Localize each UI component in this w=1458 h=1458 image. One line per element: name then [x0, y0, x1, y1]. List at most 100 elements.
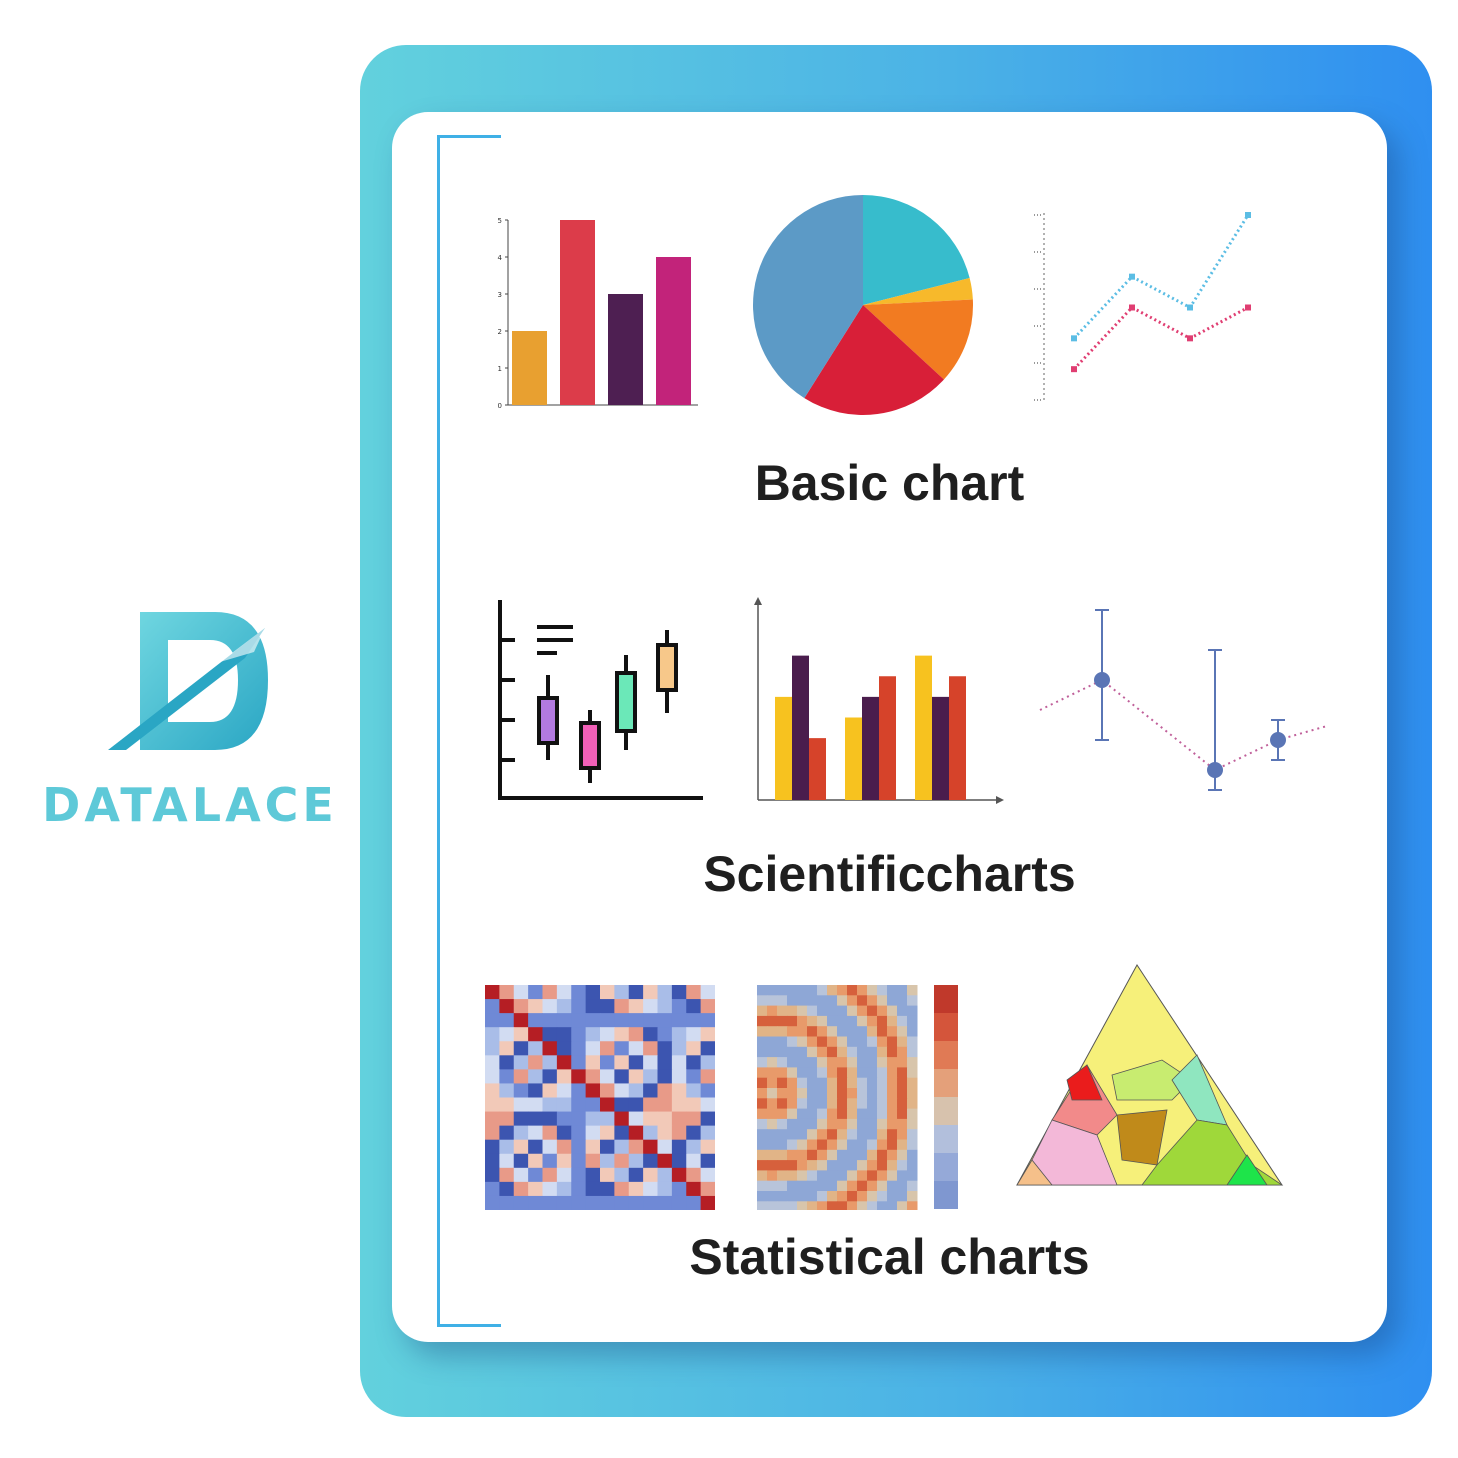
contour-cell — [837, 1129, 848, 1140]
heat-cell — [628, 985, 644, 1000]
contour-cell — [797, 1005, 808, 1017]
contour-cell — [787, 1191, 798, 1202]
trend-line — [1039, 678, 1328, 772]
heat-cell — [614, 1069, 630, 1084]
heat-cell — [542, 1139, 558, 1155]
heat-cell — [600, 1041, 615, 1056]
heat-cell — [614, 1125, 630, 1141]
contour-cell — [797, 1108, 808, 1120]
contour-cell — [857, 1170, 868, 1182]
contour-cell — [797, 1026, 808, 1037]
heat-cell — [657, 1195, 673, 1210]
contour-cell — [827, 985, 838, 996]
contour-cell — [847, 1098, 858, 1110]
pie-chart — [753, 195, 973, 415]
heat-cell — [657, 985, 673, 1000]
contour-cell — [837, 1015, 848, 1027]
contour-cell — [867, 995, 878, 1007]
heat-cell — [556, 1069, 572, 1084]
error-bar-chart — [1039, 609, 1328, 791]
contour-cell — [907, 1129, 918, 1140]
contour-cell — [897, 1088, 908, 1099]
heat-cell — [542, 1167, 558, 1183]
heat-cell — [542, 999, 558, 1014]
contour-cell — [797, 1015, 808, 1027]
heat-cell — [686, 1139, 702, 1155]
contour-cell — [867, 1015, 878, 1027]
contour-cell — [887, 1015, 898, 1027]
contour-cell — [887, 985, 898, 996]
contour-cell — [757, 1118, 768, 1130]
contour-cell — [877, 1077, 888, 1089]
heat-cell — [571, 1069, 587, 1084]
section-title-statistical: Statistical charts — [689, 1229, 1090, 1285]
contour-cell — [827, 1026, 838, 1037]
contour-cell — [857, 1191, 868, 1202]
contour-cell — [907, 1191, 918, 1202]
heat-cell — [528, 1139, 543, 1155]
heat-cell — [628, 1181, 644, 1197]
contour-cell — [787, 1015, 798, 1027]
heat-cell — [686, 1111, 702, 1127]
heat-cell — [643, 1153, 658, 1169]
contour-cell — [787, 1005, 798, 1017]
contour-cell — [757, 1005, 768, 1017]
contour-cell — [847, 1015, 858, 1027]
heat-cell — [499, 1041, 515, 1056]
heat-cell — [571, 1097, 587, 1113]
contour-cell — [827, 1108, 838, 1120]
contour-cell — [807, 1170, 818, 1182]
contour-cell — [897, 1036, 908, 1048]
heat-cell — [643, 1013, 658, 1028]
contour-heatmap — [757, 985, 958, 1210]
contour-cell — [877, 1118, 888, 1130]
heat-cell — [513, 1027, 529, 1042]
contour-cell — [757, 1139, 768, 1151]
heat-cell — [600, 1027, 615, 1042]
heat-cell — [657, 1167, 673, 1183]
contour-cell — [897, 1160, 908, 1171]
contour-cell — [757, 1201, 768, 1210]
contour-cell — [777, 1139, 788, 1151]
contour-cell — [757, 1098, 768, 1110]
contour-cell — [767, 1036, 778, 1048]
heat-cell — [600, 1181, 615, 1197]
contour-cell — [767, 1139, 778, 1151]
data-point — [1245, 304, 1251, 311]
contour-cell — [777, 1170, 788, 1182]
contour-cell — [837, 1067, 848, 1079]
contour-cell — [767, 1057, 778, 1068]
contour-cell — [907, 1067, 918, 1079]
heat-cell — [671, 1111, 687, 1127]
contour-cell — [907, 1036, 918, 1048]
contour-cell — [907, 1057, 918, 1068]
contour-cell — [767, 1005, 778, 1017]
heat-cell — [643, 1111, 658, 1127]
bar — [862, 696, 879, 800]
contour-cell — [757, 1077, 768, 1089]
heat-cell — [600, 1111, 615, 1127]
contour-cell — [857, 1118, 868, 1130]
contour-cell — [867, 1088, 878, 1099]
heat-cell — [686, 1167, 702, 1183]
heat-cell — [686, 1153, 702, 1169]
heat-cell — [571, 1125, 587, 1141]
contour-cell — [757, 1088, 768, 1099]
contour-cell — [877, 995, 888, 1007]
contour-cell — [907, 1160, 918, 1171]
heat-cell — [556, 1125, 572, 1141]
contour-cell — [767, 985, 778, 996]
bar — [560, 220, 595, 405]
contour-cell — [877, 1067, 888, 1079]
contour-cell — [827, 1191, 838, 1202]
contour-cell — [837, 1077, 848, 1089]
heat-cell — [643, 1139, 658, 1155]
heat-cell — [671, 1125, 687, 1141]
contour-cell — [817, 1160, 828, 1171]
heat-cell — [542, 1083, 558, 1098]
heat-cell — [600, 1153, 615, 1169]
heat-cell — [585, 1027, 601, 1042]
contour-cell — [817, 1149, 828, 1161]
contour-cell — [767, 1149, 778, 1161]
contour-cell — [827, 1057, 838, 1068]
